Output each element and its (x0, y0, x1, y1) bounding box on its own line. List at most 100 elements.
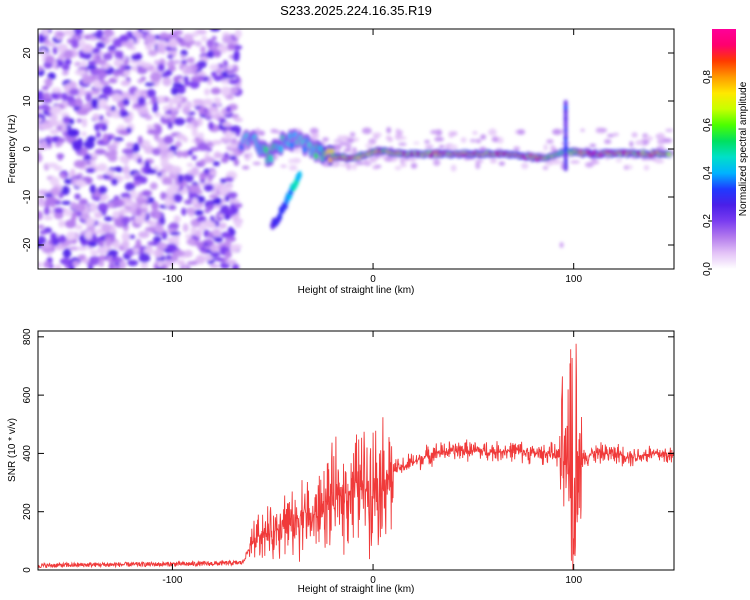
heatmap-cell-1230 (410, 162, 418, 169)
heatmap-cell-1262 (397, 136, 407, 140)
heatmap-cell-1027 (187, 65, 193, 75)
heatmap-cell-865 (146, 168, 157, 175)
heatmap-cell-465 (191, 31, 199, 37)
heatmap-cell-1097 (137, 135, 143, 145)
heatmap-cell-993 (146, 129, 158, 135)
heatmap-cell-1036 (75, 203, 86, 213)
heatmap-cell-1144 (631, 132, 638, 138)
heatmap-cell-1244 (448, 144, 458, 150)
heatmap-cell-464 (87, 241, 97, 248)
heatmap-cell-879 (209, 170, 216, 176)
heatmap-cell-456 (123, 174, 132, 180)
heatmap-cell-954 (232, 52, 240, 62)
heatmap-cell-734 (199, 172, 207, 181)
heatmap-cell-1301 (472, 131, 478, 135)
heatmap-cell-944 (172, 95, 183, 103)
heatmap-cell-677 (163, 135, 174, 145)
heatmap-cell-469 (193, 209, 204, 216)
heatmap-cell-404 (191, 155, 197, 161)
heatmap-cell-380 (120, 208, 129, 214)
heatmap-cell-913 (222, 34, 233, 44)
heatmap-cell-960 (96, 139, 105, 146)
heatmap-cell-640 (111, 256, 124, 264)
heatmap-cell-1081 (183, 33, 194, 42)
heatmap-cell-1015 (95, 59, 107, 65)
heatmap-cell-1151 (340, 163, 345, 167)
heatmap-cell-1045 (211, 35, 217, 41)
heatmap-cell-420 (113, 58, 123, 68)
heatmap-cell-1092 (159, 148, 169, 156)
heatmap-cell-655 (214, 236, 223, 243)
heatmap-cell-1250 (475, 162, 481, 170)
heatmap-cell-24 (154, 59, 160, 66)
heatmap-cell-1049 (165, 187, 175, 197)
heatmap-cell-1264 (479, 146, 487, 151)
heatmap-cell-288 (125, 248, 136, 256)
heatmap-cell-512 (144, 82, 155, 87)
heatmap-cell-225 (90, 47, 101, 54)
x-tick-label: 0 (370, 575, 376, 586)
heatmap-cell-990 (203, 108, 209, 114)
heatmap-cell-998 (132, 180, 142, 186)
heatmap-cell-1087 (103, 31, 115, 36)
heatmap-cell-1160 (337, 135, 345, 141)
heatmap-cell-669 (102, 105, 112, 110)
heatmap-cell-1179 (580, 128, 585, 132)
heatmap-cell-199 (103, 216, 113, 222)
heatmap-cell-638 (94, 148, 106, 155)
heatmap-cell-1088 (169, 231, 181, 236)
heatmap-cell-984 (70, 215, 77, 222)
heatmap-cell-414 (68, 246, 80, 251)
heatmap-cell-830 (213, 97, 220, 103)
heatmap-cell-938 (162, 180, 174, 185)
heatmap-cell-47 (52, 46, 58, 55)
heatmap-cell-783 (44, 42, 56, 47)
heatmap-cell-1021 (146, 88, 156, 98)
y-tick-label: -20 (22, 237, 33, 252)
heatmap-cell-407 (51, 237, 60, 246)
heatmap-cell-1316 (343, 148, 352, 153)
heatmap-cell-757 (69, 88, 80, 96)
heatmap-cell-858 (111, 92, 122, 103)
heatmap-cell-771 (131, 53, 141, 61)
heatmap-cell-896 (208, 121, 214, 130)
heatmap-cell-358 (74, 193, 81, 200)
heatmap-cell-653 (49, 176, 60, 187)
heatmap-cell-1312 (545, 161, 552, 166)
heatmap-cell-646 (97, 202, 109, 213)
heatmap-cell-1077 (86, 135, 96, 142)
heatmap-cell-878 (48, 119, 60, 127)
heatmap-cell-866 (113, 70, 121, 77)
heatmap-cell-848 (182, 136, 189, 143)
heatmap-cell-882 (145, 43, 153, 51)
heatmap-cell-1210 (550, 144, 555, 152)
heatmap-cell-330 (131, 65, 138, 72)
colorbar-label: Normalized spectral amplitude (738, 81, 749, 216)
x-tick-label: 100 (565, 274, 582, 285)
heatmap-cell-1020 (40, 140, 48, 149)
heatmap-cell-1359 (268, 154, 274, 163)
heatmap-cell-1289 (521, 162, 529, 169)
heatmap-cell-598 (186, 42, 192, 49)
heatmap-cell-1080 (207, 204, 214, 211)
heatmap-cell-857 (122, 148, 134, 155)
heatmap-cell-1226 (487, 129, 497, 136)
heatmap-cell-78 (96, 175, 105, 180)
heatmap-cell-826 (224, 239, 232, 248)
spectrogram-xlabel: Height of straight line (km) (298, 285, 415, 296)
heatmap-cell-927 (50, 186, 61, 197)
heatmap-cell-1184 (346, 165, 351, 171)
heatmap-cell-375 (208, 194, 218, 199)
heatmap-cell-970 (138, 176, 148, 184)
heatmap-cell-1280 (480, 134, 487, 140)
heatmap-cell-393 (174, 117, 186, 126)
heatmap-cell-1009 (177, 174, 184, 184)
heatmap-cell-1311 (280, 164, 287, 168)
heatmap-cell-947 (105, 238, 112, 247)
heatmap-cell-1241 (589, 143, 597, 148)
heatmap-cell-205 (200, 46, 206, 54)
heatmap-cell-1064 (142, 62, 153, 69)
heatmap-cell-997 (233, 117, 243, 123)
heatmap-cell-1234 (433, 159, 441, 167)
heatmap-cell-1296 (489, 158, 497, 164)
